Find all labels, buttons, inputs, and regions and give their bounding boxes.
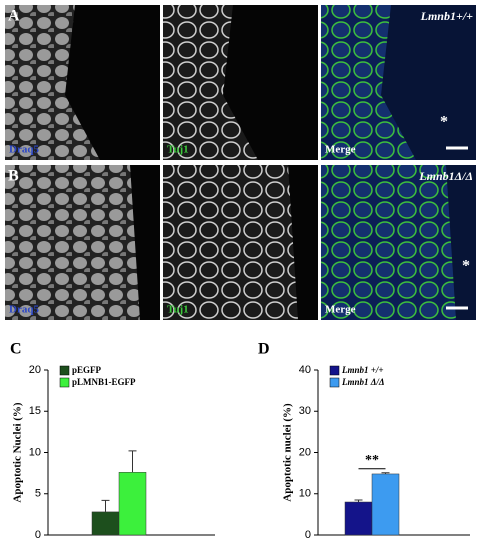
- y-tick-label: 0: [305, 529, 311, 541]
- legend-label: pLMNB1-EGFP: [72, 377, 136, 387]
- stain-label: Merge: [325, 144, 356, 156]
- bar: [91, 511, 120, 536]
- error-bar: [354, 499, 363, 502]
- dark-region: [446, 165, 476, 320]
- dark-region: [223, 5, 318, 160]
- panel-label: C: [10, 341, 22, 358]
- y-tick-label: 10: [29, 446, 41, 458]
- stain-label: Merge: [325, 304, 356, 316]
- dark-region: [65, 5, 160, 160]
- bar: [344, 501, 373, 536]
- error-bar: [381, 472, 390, 474]
- legend-label: Lmnb1 +/+: [341, 365, 384, 375]
- asterisk: *: [462, 258, 470, 275]
- stain-label: Draq5: [9, 144, 39, 156]
- dark-region: [130, 165, 160, 320]
- y-tick-label: 5: [35, 488, 41, 500]
- dark-region: [381, 5, 476, 160]
- bar: [118, 472, 147, 536]
- error-bar: [101, 499, 110, 512]
- stain-label: Tuj1: [167, 144, 189, 156]
- error-bar: [128, 450, 137, 473]
- stain-label: Tuj1: [167, 304, 189, 316]
- panel-label: A: [8, 8, 20, 25]
- legend-swatch: [329, 377, 340, 388]
- legend-swatch: [329, 365, 340, 376]
- legend-label: Lmnb1 Δ/Δ: [341, 377, 385, 387]
- y-axis-label: Apoptotic Nuclei (%): [12, 402, 24, 503]
- genotype-label: Lmnb1+/+: [420, 9, 474, 23]
- dark-region: [288, 165, 318, 320]
- genotype-label: Lmnb1Δ/Δ: [418, 169, 473, 183]
- stain-label: Draq5: [9, 304, 39, 316]
- y-tick-label: 20: [299, 446, 311, 458]
- y-tick-label: 40: [299, 364, 311, 376]
- legend-swatch: [59, 377, 70, 388]
- y-tick-label: 20: [29, 364, 41, 376]
- legend-label: pEGFP: [72, 365, 102, 375]
- y-tick-label: 0: [35, 529, 41, 541]
- legend-swatch: [59, 365, 70, 376]
- panel-label: D: [258, 341, 270, 358]
- bar: [371, 473, 400, 536]
- y-tick-label: 30: [299, 405, 311, 417]
- y-tick-label: 10: [299, 488, 311, 500]
- panel-label: B: [8, 168, 19, 185]
- y-tick-label: 15: [29, 405, 41, 417]
- y-axis-label: Apoptotic nuclei (%): [282, 403, 294, 502]
- asterisk: *: [440, 114, 448, 131]
- annotation: **: [365, 453, 379, 468]
